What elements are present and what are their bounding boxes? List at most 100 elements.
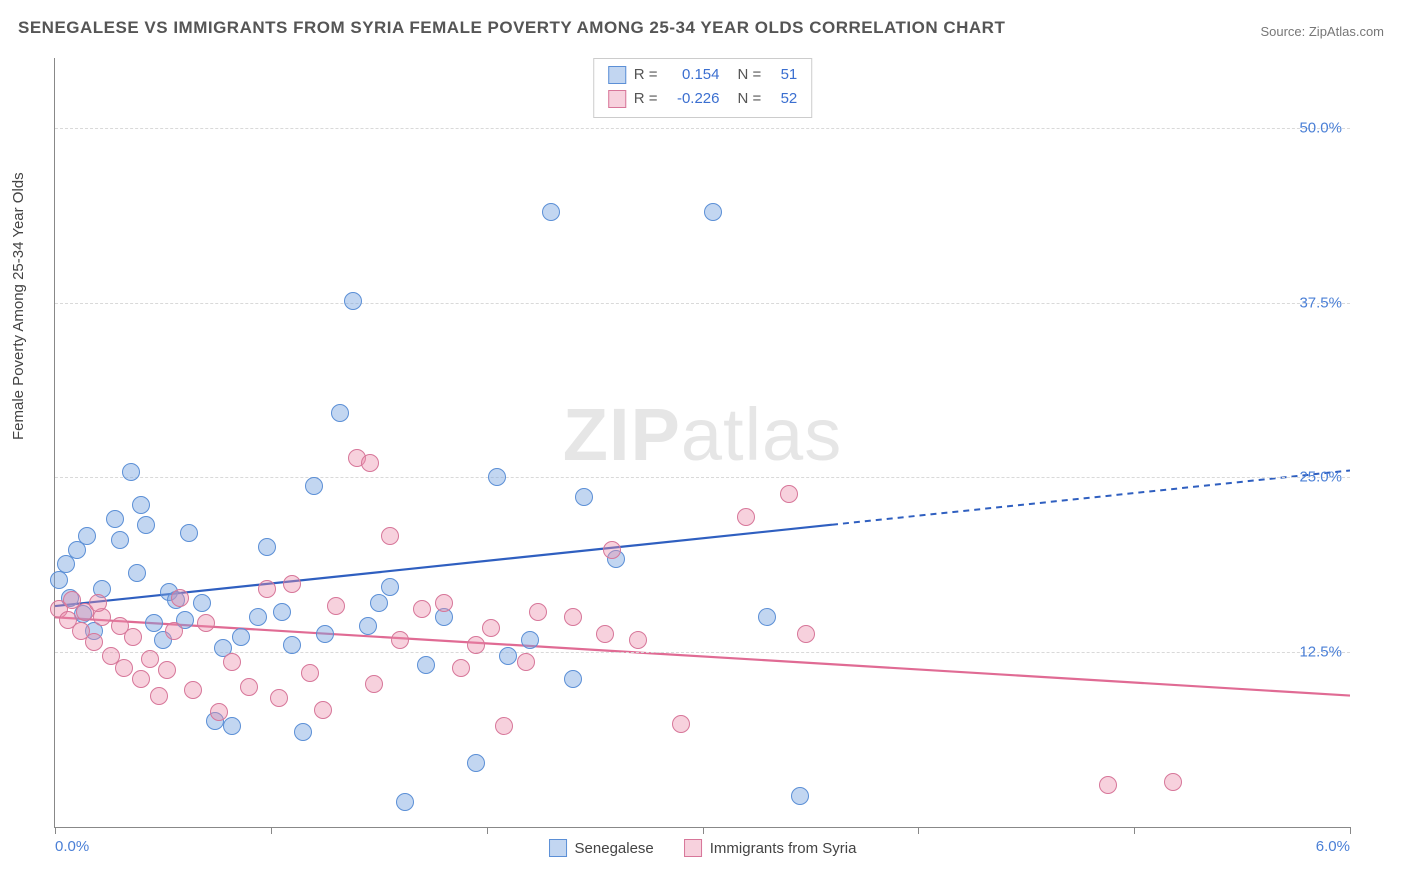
scatter-point (232, 628, 250, 646)
scatter-point (78, 527, 96, 545)
scatter-point (223, 717, 241, 735)
x-axis-tick-label: 6.0% (1316, 838, 1350, 855)
scatter-point (50, 571, 68, 589)
scatter-point (301, 664, 319, 682)
scatter-point (396, 793, 414, 811)
scatter-point (128, 564, 146, 582)
scatter-point (258, 538, 276, 556)
gridline (55, 128, 1350, 129)
scatter-point (197, 614, 215, 632)
scatter-point (180, 524, 198, 542)
scatter-point (482, 619, 500, 637)
scatter-point (564, 670, 582, 688)
n-label: N = (738, 63, 762, 87)
scatter-point (603, 541, 621, 559)
scatter-point (327, 597, 345, 615)
scatter-point (517, 653, 535, 671)
legend-label: Immigrants from Syria (710, 840, 857, 857)
scatter-point (294, 723, 312, 741)
scatter-point (132, 670, 150, 688)
scatter-point (210, 703, 228, 721)
scatter-point (249, 608, 267, 626)
scatter-point (575, 488, 593, 506)
scatter-point (370, 594, 388, 612)
x-tick (271, 827, 272, 834)
scatter-point (331, 404, 349, 422)
scatter-point (435, 594, 453, 612)
scatter-point (542, 203, 560, 221)
watermark-rest: atlas (681, 393, 842, 476)
scatter-point (452, 659, 470, 677)
r-label: R = (634, 87, 658, 111)
x-tick (55, 827, 56, 834)
stats-row: R = -0.226 N = 52 (608, 87, 798, 111)
scatter-point (193, 594, 211, 612)
legend-swatch (608, 90, 626, 108)
y-axis-label: Female Poverty Among 25-34 Year Olds (10, 172, 27, 440)
gridline (55, 477, 1350, 478)
scatter-point (529, 603, 547, 621)
scatter-point (361, 454, 379, 472)
gridline (55, 303, 1350, 304)
scatter-point (521, 631, 539, 649)
r-value: -0.226 (666, 87, 720, 111)
scatter-point (381, 527, 399, 545)
x-tick (918, 827, 919, 834)
scatter-point (791, 787, 809, 805)
r-value: 0.154 (666, 63, 720, 87)
scatter-point (305, 477, 323, 495)
scatter-point (316, 625, 334, 643)
scatter-point (672, 715, 690, 733)
x-tick (487, 827, 488, 834)
scatter-point (737, 508, 755, 526)
scatter-point (223, 653, 241, 671)
scatter-point (270, 689, 288, 707)
x-axis-tick-label: 0.0% (55, 838, 89, 855)
legend-item: Immigrants from Syria (684, 839, 857, 857)
watermark-bold: ZIP (563, 393, 681, 476)
scatter-point (137, 516, 155, 534)
scatter-point (171, 589, 189, 607)
x-tick (1134, 827, 1135, 834)
scatter-point (365, 675, 383, 693)
scatter-point (273, 603, 291, 621)
scatter-point (391, 631, 409, 649)
y-tick-label: 25.0% (1299, 469, 1342, 486)
legend-swatch (684, 839, 702, 857)
scatter-point (165, 622, 183, 640)
n-label: N = (738, 87, 762, 111)
correlation-stats-box: R =0.154N =51R =-0.226N =52 (593, 58, 813, 118)
scatter-point (158, 661, 176, 679)
scatter-point (758, 608, 776, 626)
scatter-point (629, 631, 647, 649)
watermark: ZIPatlas (563, 392, 842, 477)
scatter-point (564, 608, 582, 626)
scatter-point (145, 614, 163, 632)
scatter-point (283, 636, 301, 654)
scatter-point (413, 600, 431, 618)
scatter-point (184, 681, 202, 699)
scatter-point (344, 292, 362, 310)
legend-item: Senegalese (549, 839, 654, 857)
stats-row: R =0.154N =51 (608, 63, 798, 87)
y-tick-label: 12.5% (1299, 644, 1342, 661)
scatter-point (417, 656, 435, 674)
scatter-point (89, 594, 107, 612)
scatter-point (132, 496, 150, 514)
scatter-point (115, 659, 133, 677)
r-label: R = (634, 63, 658, 87)
scatter-point (240, 678, 258, 696)
scatter-point (85, 633, 103, 651)
scatter-point (122, 463, 140, 481)
legend-label: Senegalese (575, 840, 654, 857)
scatter-point (283, 575, 301, 593)
y-tick-label: 37.5% (1299, 294, 1342, 311)
chart-source: Source: ZipAtlas.com (1260, 24, 1384, 39)
scatter-point (488, 468, 506, 486)
n-value: 52 (769, 87, 797, 111)
chart-title: SENEGALESE VS IMMIGRANTS FROM SYRIA FEMA… (18, 18, 1005, 38)
x-tick (703, 827, 704, 834)
scatter-point (596, 625, 614, 643)
scatter-point (467, 636, 485, 654)
scatter-point (704, 203, 722, 221)
